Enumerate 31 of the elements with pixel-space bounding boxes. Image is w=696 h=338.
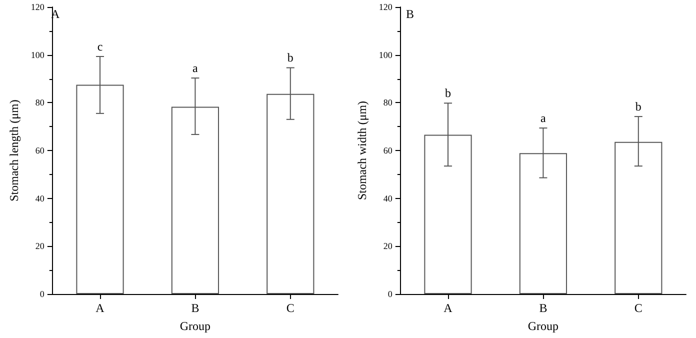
y-tick-label: 20 — [383, 241, 393, 252]
y-tick-label: 60 — [383, 146, 393, 156]
y-axis-title: Stomach width (μm) — [355, 100, 369, 200]
annotation: b — [287, 50, 294, 65]
y-tick-label: 120 — [30, 2, 45, 12]
x-tick-label: C — [286, 301, 294, 315]
x-axis-title: Group — [180, 319, 211, 333]
chart-title: B — [406, 7, 414, 21]
annotation: b — [445, 86, 451, 100]
y-tick-label: 80 — [35, 98, 45, 108]
x-tick-label: A — [444, 301, 453, 315]
y-tick-label: 100 — [378, 50, 393, 60]
annotation: a — [192, 61, 199, 76]
y-tick-label: 0 — [388, 289, 393, 299]
y-tick-label: 0 — [40, 289, 45, 299]
x-tick-label: B — [539, 301, 548, 315]
y-tick-label: 120 — [378, 2, 393, 12]
y-tick-label: 20 — [35, 241, 45, 252]
y-tick-label: 80 — [383, 98, 393, 108]
annotation: b — [635, 100, 642, 114]
x-tick-label: A — [96, 301, 105, 315]
y-tick-label: 100 — [30, 50, 45, 60]
x-tick-label: B — [191, 301, 200, 315]
annotation: a — [540, 111, 547, 126]
x-tick-label: C — [634, 301, 642, 315]
y-axis-title: Stomach length (μm) — [7, 100, 21, 202]
x-axis-title: Group — [528, 319, 559, 333]
annotation: c — [97, 40, 103, 54]
y-tick-label: 40 — [35, 193, 45, 204]
y-tick-label: 60 — [35, 146, 45, 156]
y-tick-label: 40 — [383, 193, 393, 204]
